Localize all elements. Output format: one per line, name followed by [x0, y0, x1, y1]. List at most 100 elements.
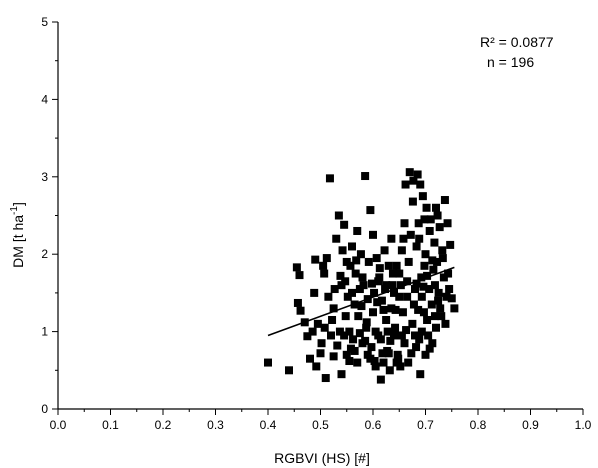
data-point — [353, 226, 362, 235]
data-point — [425, 285, 434, 294]
data-point — [406, 230, 415, 239]
data-point — [425, 344, 434, 353]
data-point — [317, 339, 326, 348]
data-point — [430, 238, 439, 247]
data-point — [348, 288, 356, 297]
data-point — [362, 318, 371, 327]
data-point — [366, 354, 375, 363]
data-point — [354, 312, 363, 321]
data-point — [426, 215, 435, 224]
data-point — [383, 327, 392, 336]
x-tick-label: 0.2 — [155, 418, 172, 432]
data-point — [430, 281, 439, 290]
data-point — [438, 246, 447, 255]
x-tick-label: 0.5 — [312, 418, 329, 432]
x-axis-title: RGBVI (HS) [#] — [274, 450, 370, 466]
data-point — [325, 174, 334, 183]
data-point — [357, 302, 366, 311]
data-point — [416, 180, 425, 189]
data-point — [285, 366, 293, 375]
x-tick-label: 0.6 — [365, 418, 382, 432]
data-point — [322, 254, 331, 263]
x-tick-label: 0.8 — [470, 418, 487, 432]
data-point — [423, 271, 432, 280]
data-point — [371, 362, 380, 371]
data-point — [320, 269, 329, 278]
data-point — [415, 234, 424, 243]
data-point — [311, 255, 320, 264]
data-point — [412, 343, 421, 352]
data-point — [436, 304, 445, 313]
data-point — [416, 370, 425, 379]
data-point — [387, 234, 396, 243]
data-point — [428, 256, 437, 265]
data-point — [292, 263, 301, 272]
data-point — [437, 312, 446, 321]
data-point — [412, 242, 421, 251]
data-point — [341, 312, 350, 321]
data-point — [392, 358, 401, 367]
data-point — [390, 288, 398, 297]
data-point — [438, 254, 447, 263]
data-point — [351, 269, 360, 278]
data-point — [424, 331, 433, 340]
data-point — [367, 279, 376, 288]
data-point — [419, 308, 428, 317]
data-point — [409, 176, 418, 185]
data-point — [328, 315, 337, 324]
data-points — [264, 168, 459, 384]
data-point — [398, 308, 407, 317]
data-point — [392, 261, 401, 270]
data-point — [415, 335, 424, 344]
data-point — [418, 192, 427, 201]
data-point — [320, 323, 329, 332]
data-point — [313, 319, 322, 328]
data-point — [345, 357, 354, 366]
data-point — [384, 349, 393, 358]
data-point — [329, 352, 338, 361]
data-point — [407, 349, 416, 358]
data-point — [400, 339, 409, 348]
r-squared-label: R² = 0.0877 — [480, 34, 554, 50]
data-point — [421, 250, 430, 259]
x-tick-label: 1.0 — [575, 418, 592, 432]
data-point — [404, 358, 413, 367]
data-point — [442, 292, 451, 301]
data-point — [376, 375, 385, 384]
data-point — [342, 350, 351, 359]
data-point — [372, 254, 381, 263]
data-point — [296, 306, 305, 315]
x-tick-label: 0.4 — [260, 418, 277, 432]
data-point — [378, 349, 387, 358]
data-point — [264, 358, 272, 367]
x-tick-label: 0.0 — [50, 418, 67, 432]
data-point — [430, 312, 439, 321]
y-tick-label: 3 — [41, 170, 48, 184]
data-point — [353, 358, 362, 367]
data-point — [417, 292, 426, 301]
data-point — [433, 257, 442, 266]
data-point — [343, 292, 352, 301]
data-point — [319, 261, 328, 270]
data-point — [308, 327, 317, 336]
data-point — [397, 246, 406, 255]
data-point — [306, 354, 314, 363]
data-point — [369, 230, 377, 239]
data-point — [411, 331, 419, 340]
data-point — [441, 319, 450, 328]
data-point — [450, 304, 459, 313]
data-point — [293, 298, 302, 307]
data-point — [361, 336, 370, 345]
data-point — [429, 265, 438, 274]
data-point — [400, 219, 409, 228]
data-point — [386, 336, 395, 345]
data-point — [412, 279, 421, 288]
data-point — [362, 323, 371, 332]
data-point — [382, 315, 391, 324]
data-point — [419, 282, 428, 291]
x-tick-label: 0.7 — [417, 418, 434, 432]
data-point — [423, 315, 432, 324]
data-point — [321, 374, 330, 383]
data-point — [369, 308, 377, 317]
trend-line — [267, 266, 455, 337]
